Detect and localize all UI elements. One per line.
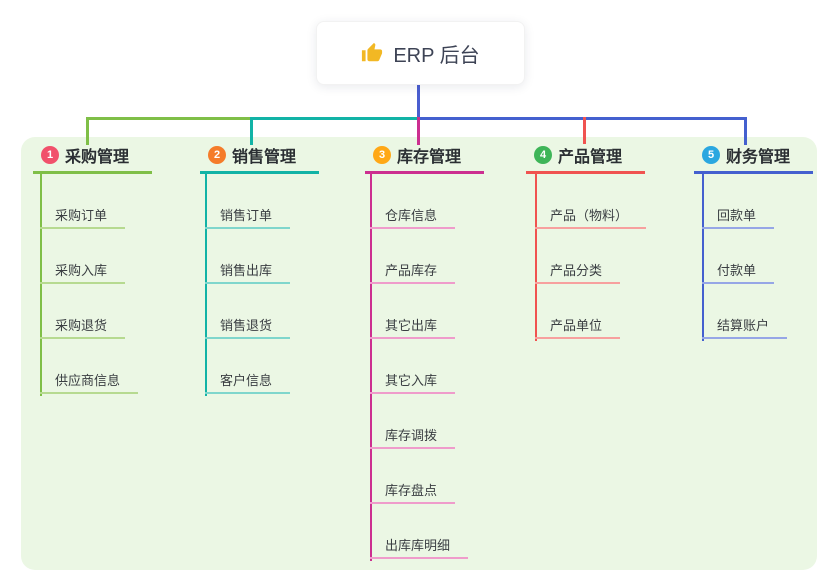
leaf-node[interactable]: 仓库信息 [370, 208, 456, 229]
branch-spine-purchase [40, 174, 42, 396]
branch-spine-inventory [370, 174, 372, 561]
leaf-node[interactable]: 其它入库 [370, 373, 456, 394]
branch-spine-finance [702, 174, 704, 341]
leaf-node[interactable]: 库存调拨 [370, 428, 456, 449]
connector-bus-teal [250, 117, 419, 120]
connector-bus-green [86, 117, 253, 120]
leaf-node[interactable]: 客户信息 [205, 373, 291, 394]
branch-badge: 4 [534, 146, 552, 164]
leaf-node[interactable]: 库存盘点 [370, 483, 456, 504]
root-node[interactable]: ERP 后台 [316, 21, 525, 85]
leaf-node[interactable]: 结算账户 [702, 318, 788, 339]
connector-drop-sales [250, 117, 253, 145]
leaf-node[interactable]: 出库库明细 [370, 538, 469, 559]
leaf-node[interactable]: 付款单 [702, 263, 775, 284]
connector-drop-purchase [86, 117, 89, 145]
branch-title-inventory[interactable]: 3 库存管理 [365, 145, 484, 174]
branch-title-label: 采购管理 [65, 149, 130, 166]
leaf-node[interactable]: 供应商信息 [40, 373, 139, 394]
leaf-node[interactable]: 采购退货 [40, 318, 126, 339]
leaf-node[interactable]: 产品库存 [370, 263, 456, 284]
leaf-node[interactable]: 销售出库 [205, 263, 291, 284]
connector-drop-product [583, 117, 586, 144]
branch-badge: 5 [702, 146, 720, 164]
leaf-node[interactable]: 产品分类 [535, 263, 621, 284]
leaf-node[interactable]: 产品（物料） [535, 208, 647, 229]
leaf-node[interactable]: 采购入库 [40, 263, 126, 284]
leaf-node[interactable]: 产品单位 [535, 318, 621, 339]
branch-title-label: 产品管理 [558, 149, 623, 166]
leaf-node[interactable]: 销售退货 [205, 318, 291, 339]
branch-title-label: 库存管理 [397, 149, 462, 166]
branch-title-purchase[interactable]: 1 采购管理 [33, 145, 152, 174]
thumbs-up-icon [361, 42, 383, 64]
root-node-label: ERP 后台 [393, 44, 480, 67]
connector-drop-finance [744, 117, 747, 145]
leaf-node[interactable]: 回款单 [702, 208, 775, 229]
leaf-node[interactable]: 采购订单 [40, 208, 126, 229]
branch-spine-product [535, 174, 537, 341]
branch-title-finance[interactable]: 5 财务管理 [694, 145, 813, 174]
branch-title-product[interactable]: 4 产品管理 [526, 145, 645, 174]
branch-title-label: 销售管理 [232, 149, 297, 166]
branch-title-sales[interactable]: 2 销售管理 [200, 145, 319, 174]
branches-panel [21, 137, 817, 570]
leaf-node[interactable]: 销售订单 [205, 208, 291, 229]
branch-badge: 1 [41, 146, 59, 164]
connector-root-vertical [417, 84, 420, 120]
connector-drop-inventory [417, 117, 420, 145]
branch-badge: 3 [373, 146, 391, 164]
branch-spine-sales [205, 174, 207, 396]
branch-title-label: 财务管理 [726, 149, 791, 166]
branch-badge: 2 [208, 146, 226, 164]
leaf-node[interactable]: 其它出库 [370, 318, 456, 339]
